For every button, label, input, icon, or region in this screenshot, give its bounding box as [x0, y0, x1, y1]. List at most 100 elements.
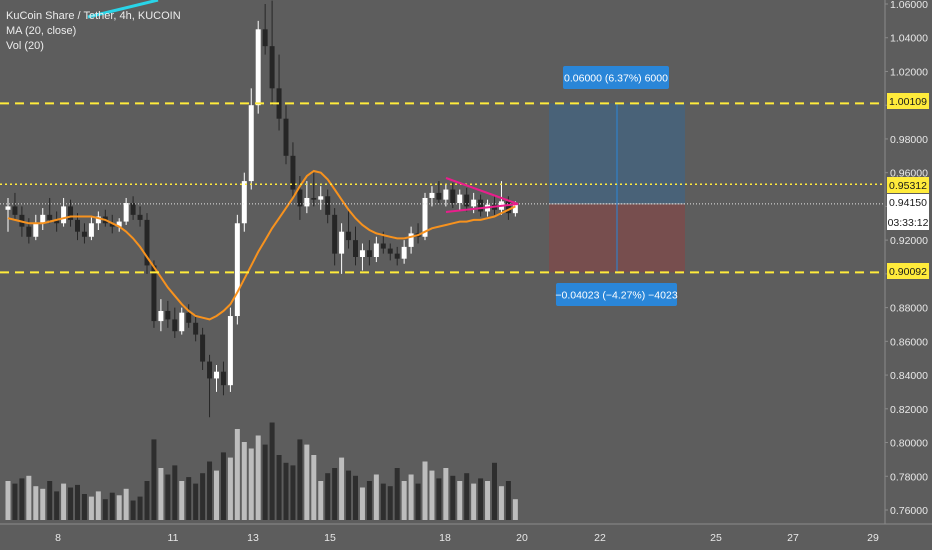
- trend-line[interactable]: [87, 0, 159, 19]
- volume-bar: [290, 465, 296, 520]
- candle-body: [408, 233, 414, 247]
- price-tick-label: 0.82000: [890, 404, 928, 416]
- volume-bar: [366, 481, 372, 520]
- volume-bar: [450, 475, 456, 520]
- candle-body: [165, 310, 171, 320]
- price-tick-label: 0.78000: [890, 471, 928, 483]
- price-tick-label: 1.06000: [890, 0, 928, 11]
- price-tick-label: 1.02000: [890, 66, 928, 78]
- volume-bar: [332, 468, 338, 520]
- volume-bar: [255, 435, 261, 520]
- volume-bar: [88, 496, 94, 520]
- volume-bar: [47, 481, 53, 520]
- current-price-tag: [887, 194, 929, 230]
- candle-body: [68, 206, 74, 220]
- candle-body: [241, 181, 247, 224]
- candle-body: [401, 246, 407, 259]
- candle-body: [5, 206, 11, 210]
- candle-body: [158, 310, 164, 322]
- volume-bar: [158, 468, 164, 520]
- candle-body: [123, 203, 129, 222]
- volume-bar: [40, 488, 46, 520]
- time-axis[interactable]: 8 11 13 15 18 20 22 25 27 29: [0, 523, 932, 544]
- price-tick-label: 0.84000: [890, 370, 928, 382]
- volume-bar: [165, 474, 171, 520]
- profit-label-box: [563, 66, 669, 89]
- candle-body: [61, 206, 67, 224]
- time-tick-label: 25: [710, 532, 722, 544]
- candle-body: [373, 243, 379, 257]
- candle-body: [12, 206, 18, 215]
- volume-bar: [144, 481, 150, 520]
- position-labels: 0.06000 (6.37%) 6000 −0.04023 (−4.27%) −…: [555, 66, 678, 306]
- volume-bar: [109, 492, 115, 520]
- candle-body: [269, 46, 275, 89]
- volume-bar: [12, 483, 18, 520]
- volume-bar: [193, 483, 199, 520]
- volume-bar: [200, 473, 206, 520]
- candle-body: [88, 223, 94, 237]
- volume-bar: [359, 487, 365, 520]
- volume-bar: [137, 496, 143, 520]
- price-tick-label: 0.92000: [890, 235, 928, 247]
- time-tick-label: 29: [867, 532, 879, 544]
- price-tick-label: 0.98000: [890, 134, 928, 146]
- candle-body: [248, 105, 254, 182]
- volume-bar: [186, 477, 192, 520]
- volume-bar: [373, 474, 379, 520]
- volume-indicator-title[interactable]: Vol (20): [6, 40, 44, 52]
- drawings[interactable]: [87, 0, 519, 213]
- volume-bar: [512, 499, 518, 520]
- symbol-title[interactable]: KuCoin Share / Tether, 4h, KUCOIN: [6, 10, 181, 22]
- candle-body: [109, 223, 115, 227]
- volume-bar: [33, 486, 39, 520]
- volume-bar: [262, 444, 268, 520]
- volume-bar: [485, 481, 491, 520]
- candle-body: [40, 214, 46, 224]
- candle-body: [137, 214, 143, 220]
- price-axis[interactable]: 1.060001.040001.020001.000000.980000.960…: [884, 0, 928, 524]
- candle-body: [443, 189, 449, 200]
- candle-body: [325, 196, 331, 215]
- mid-level-tag: [887, 177, 929, 193]
- current-price: 0.94150: [889, 197, 927, 209]
- lower-level-price: 0.90092: [889, 266, 927, 278]
- mid-level-price: 0.95312: [889, 180, 927, 192]
- volume-bar: [297, 439, 303, 520]
- volume-bar: [179, 481, 185, 520]
- volume-bar: [318, 481, 324, 520]
- triangle-pattern[interactable]: [445, 177, 519, 213]
- chart-legend: KuCoin Share / Tether, 4h, KUCOIN MA (20…: [6, 9, 181, 54]
- volume-bar: [26, 475, 32, 520]
- candle-body: [297, 189, 303, 207]
- bar-countdown: 03:33:12: [888, 217, 929, 229]
- candle-body: [471, 199, 477, 207]
- long-position-tool[interactable]: [549, 103, 685, 273]
- candle-body: [130, 203, 136, 215]
- candle-body: [172, 319, 178, 332]
- candle-body: [144, 219, 150, 266]
- volume-bar: [116, 495, 122, 520]
- volume-bar: [346, 470, 352, 520]
- time-tick-label: 27: [787, 532, 799, 544]
- candle-body: [290, 155, 296, 190]
- volume-bar: [102, 499, 108, 520]
- volume-bar: [214, 470, 219, 520]
- volume-bar: [269, 422, 275, 520]
- volume-bar: [464, 473, 470, 520]
- volume-bar: [457, 481, 463, 520]
- candle-body: [512, 203, 518, 214]
- volume-bars: [5, 422, 518, 520]
- candle-body: [304, 197, 310, 207]
- candle-body: [422, 197, 428, 237]
- candle-body: [54, 219, 60, 224]
- horizontal-levels[interactable]: [0, 102, 884, 274]
- volume-bar: [380, 483, 386, 520]
- candle-body: [95, 216, 101, 224]
- price-tick-label: 0.80000: [890, 438, 928, 450]
- volume-bar: [234, 429, 240, 520]
- loss-label-box: [556, 283, 677, 306]
- ma-indicator-title[interactable]: MA (20, close): [6, 25, 77, 37]
- volume-bar: [415, 483, 421, 520]
